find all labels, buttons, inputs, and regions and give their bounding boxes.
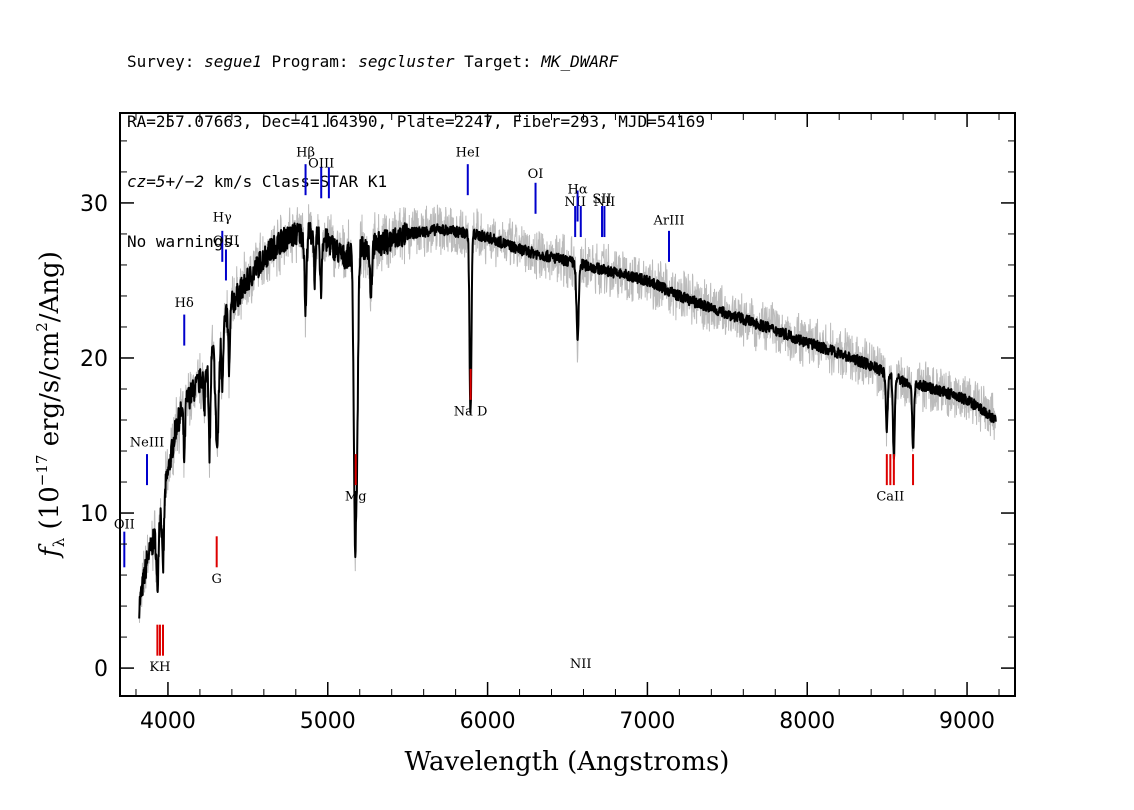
program-value: segcluster	[358, 52, 455, 71]
emission-line-label: OIII	[213, 234, 239, 249]
target-label: Target:	[454, 52, 542, 71]
emission-line-label: HeI	[456, 145, 480, 160]
y-tick-label: 20	[80, 347, 108, 372]
class-value: km/s Class=STAR K1	[204, 172, 388, 191]
redshift-value: cz=5+/−2	[127, 172, 205, 191]
absorption-line-label: Mg	[345, 490, 367, 505]
survey-label: Survey:	[127, 52, 205, 71]
absorption-line-label: KH	[149, 660, 170, 675]
y-tick-label: 30	[80, 192, 108, 217]
emission-line-label: Hδ	[175, 296, 194, 311]
emission-line-label: OII	[114, 518, 135, 533]
axis-ticks: 4000 5000 6000 7000 8000 9000 0 10 20 30	[80, 113, 1015, 734]
emission-line-label: Hβ	[296, 145, 315, 160]
error-band	[138, 204, 997, 623]
absorption-line-label: CaII	[876, 490, 904, 505]
emission-line-label: SII	[592, 192, 611, 207]
x-tick-label: 7000	[619, 709, 675, 734]
emission-line-label: OIII	[308, 156, 334, 171]
y-axis-title: fλ (10−17 erg/s/cm2/Ang)	[33, 251, 68, 559]
absorption-line-label: Na D	[454, 404, 488, 419]
x-tick-label: 4000	[140, 709, 196, 734]
emission-line-label: Hα	[568, 183, 588, 198]
emission-line-label: ArIII	[652, 214, 684, 229]
target-value: MK_DWARF	[541, 52, 619, 71]
emission-line-label: NII	[570, 657, 592, 672]
survey-value: segue1	[204, 52, 262, 71]
plot-frame	[119, 112, 1016, 697]
emission-line-label: OI	[528, 167, 544, 182]
emission-line-label: Hγ	[213, 211, 232, 226]
x-tick-label: 8000	[779, 709, 835, 734]
x-axis-title: Wavelength (Angstroms)	[405, 747, 730, 777]
x-tick-label: 9000	[939, 709, 995, 734]
header-line-survey: Survey: segue1 Program: segcluster Targe…	[127, 52, 705, 72]
emission-line-label: NII	[594, 195, 616, 210]
absorption-line-label: G	[211, 572, 221, 587]
spectrum-line	[138, 221, 997, 619]
emission-line-label: NeIII	[130, 435, 164, 450]
header-line-warnings: No warnings.	[127, 232, 243, 251]
y-tick-label: 10	[80, 502, 108, 527]
x-tick-label: 5000	[300, 709, 356, 734]
program-label: Program:	[261, 52, 359, 71]
line-markers: OIINeIIIHδHγOIIIHβOIIIHeIOINIIHαNIISIINI…	[114, 145, 915, 675]
y-tick-label: 0	[94, 657, 108, 682]
header-line-redshift: cz=5+/−2 km/s Class=STAR K1	[127, 172, 705, 192]
x-tick-label: 6000	[460, 709, 516, 734]
